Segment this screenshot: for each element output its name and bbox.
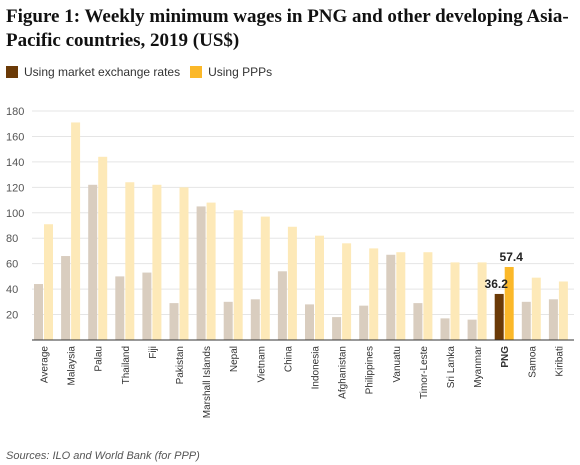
x-tick-label: Nepal <box>229 346 240 372</box>
y-tick-label: 80 <box>6 233 18 245</box>
bar-market <box>169 303 179 340</box>
bar-market <box>34 284 43 340</box>
chart-title: Figure 1: Weekly minimum wages in PNG an… <box>6 6 569 51</box>
legend: Using market exchange rates Using PPPs <box>6 64 282 80</box>
bar-ppp <box>98 156 108 340</box>
y-tick-label: 120 <box>6 182 24 194</box>
x-tick-label: Malaysia <box>67 346 78 386</box>
bar-ppp <box>152 184 162 340</box>
legend-label-market: Using market exchange rates <box>24 65 181 79</box>
legend-item-ppp: Using PPPs <box>190 65 272 79</box>
bar-market <box>223 301 233 340</box>
bar-ppp <box>504 266 514 340</box>
source-note: Sources: ILO and World Bank (for PPP) <box>6 450 200 462</box>
x-tick-label: Average <box>40 346 51 384</box>
data-label: 36.2 <box>485 277 509 291</box>
bar-ppp <box>233 210 243 340</box>
y-tick-label: 180 <box>6 106 24 118</box>
bar-market <box>521 301 531 340</box>
x-tick-label: Vietnam <box>256 346 267 383</box>
y-tick-label: 40 <box>6 284 18 296</box>
x-tick-label: Myanmar <box>473 345 484 387</box>
bar-ppp <box>477 262 487 340</box>
bar-ppp <box>369 248 379 340</box>
legend-item-market: Using market exchange rates <box>6 65 180 79</box>
x-tick-label: Indonesia <box>311 346 322 390</box>
bar-ppp <box>71 122 81 340</box>
bar-ppp <box>260 216 270 340</box>
x-tick-label: Philippines <box>365 346 376 394</box>
x-tick-label: Vanuatu <box>392 346 403 383</box>
bar-market <box>88 184 98 340</box>
bar-market <box>277 271 287 340</box>
bar-market <box>413 303 423 340</box>
x-tick-label: Fiji <box>148 346 159 359</box>
bar-market <box>305 304 314 340</box>
bar-market <box>61 256 71 340</box>
x-tick-label: Marshall Islands <box>202 346 213 418</box>
bar-ppp <box>44 224 53 340</box>
bar-market <box>142 272 152 340</box>
y-tick-label: 140 <box>6 157 24 169</box>
y-tick-label: 100 <box>6 208 24 220</box>
y-tick-label: 60 <box>6 259 18 271</box>
bar-ppp <box>342 243 352 340</box>
bar-chart: 20 40 60 80 100 120 140 160 180 Average Malaysia Pa… <box>6 106 574 418</box>
bar-ppp <box>396 252 406 340</box>
x-tick-label: Timor-Leste <box>419 346 430 399</box>
legend-swatch-market <box>6 66 18 78</box>
bar-ppp <box>315 235 324 340</box>
x-tick-label: Samoa <box>527 346 538 378</box>
x-tick-label: China <box>283 346 294 373</box>
x-tick-label: Kiribati <box>554 346 565 377</box>
legend-swatch-ppp <box>190 66 203 78</box>
bar-market <box>494 293 504 340</box>
bar-market <box>115 276 125 340</box>
y-tick-label: 160 <box>6 131 24 143</box>
bar-ppp <box>179 187 189 340</box>
bar-ppp <box>450 262 460 340</box>
bar-ppp <box>287 226 297 340</box>
x-tick-label: Afghanistan <box>338 346 349 399</box>
bar-market <box>359 305 369 340</box>
bar-ppp <box>531 277 541 340</box>
bar-market <box>250 299 260 340</box>
bar-market <box>196 206 206 340</box>
legend-label-ppp: Using PPPs <box>208 65 273 79</box>
x-tick-label: Palau <box>94 346 105 372</box>
bar-market <box>440 318 450 340</box>
bar-market <box>548 299 558 340</box>
data-label: 57.4 <box>500 250 524 264</box>
bar-ppp <box>558 281 568 340</box>
bar-market <box>332 317 342 340</box>
bar-ppp <box>125 182 135 340</box>
x-tick-label: Sri Lanka <box>446 346 457 389</box>
bar-ppp <box>423 252 433 340</box>
x-tick-label: Thailand <box>121 346 132 384</box>
bar-market <box>386 254 396 340</box>
bar-market <box>467 319 477 340</box>
x-tick-label: Pakistan <box>175 346 186 384</box>
x-tick-label: PNG <box>500 346 511 368</box>
y-tick-label: 20 <box>6 310 18 322</box>
bar-ppp <box>206 202 216 340</box>
